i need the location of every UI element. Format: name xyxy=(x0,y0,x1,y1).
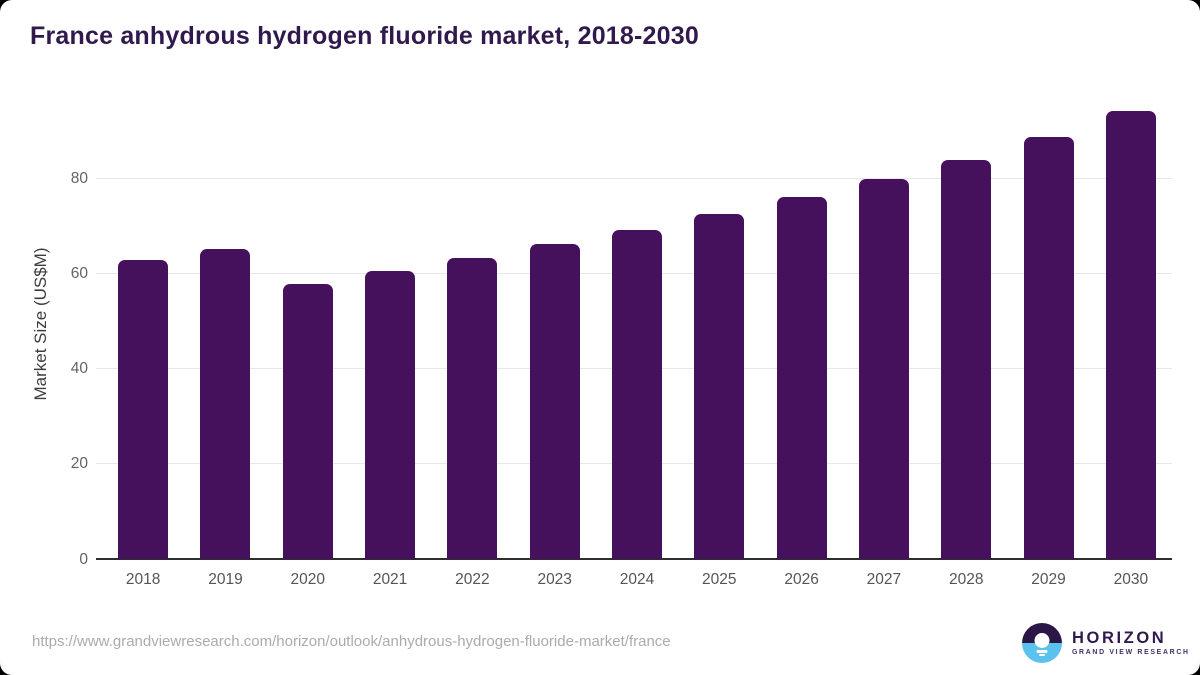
bar-2020[interactable] xyxy=(282,284,333,559)
x-tick-2019: 2019 xyxy=(208,571,243,588)
bar-2027[interactable] xyxy=(858,178,909,559)
bar-2019[interactable] xyxy=(200,248,251,559)
y-tick-40: 40 xyxy=(70,360,88,378)
x-tick-2023: 2023 xyxy=(537,571,572,588)
x-tick-2018: 2018 xyxy=(125,571,161,588)
horizon-logo: HORIZON GRAND VIEW RESEARCH xyxy=(1022,623,1190,663)
plot-area: 0 20 40 60 80 2018 2019 2020 2021 2022 2023 2024 202… xyxy=(71,90,1172,587)
chart-title: France anhydrous hydrogen fluoride marke… xyxy=(30,22,699,50)
bar-2025[interactable] xyxy=(694,214,745,559)
source-url: https://www.grandviewresearch.com/horizo… xyxy=(32,633,671,650)
bar-2023[interactable] xyxy=(529,244,580,559)
x-tick-2029: 2029 xyxy=(1031,571,1066,588)
x-tick-2025: 2025 xyxy=(702,571,737,588)
bar-2021[interactable] xyxy=(365,270,416,559)
x-tick-2022: 2022 xyxy=(455,571,490,588)
bar-2028[interactable] xyxy=(941,159,992,559)
y-tick-20: 20 xyxy=(70,455,88,473)
logo-text: HORIZON GRAND VIEW RESEARCH xyxy=(1072,629,1190,657)
reflection-line-1 xyxy=(1036,650,1048,653)
x-tick-2024: 2024 xyxy=(619,571,655,588)
logo-brand: HORIZON xyxy=(1072,628,1167,647)
x-tick-2028: 2028 xyxy=(948,571,984,588)
y-axis-title: Market Size (US$M) xyxy=(31,247,50,401)
x-tick-2027: 2027 xyxy=(866,571,902,588)
bar-2018[interactable] xyxy=(118,259,169,559)
x-tick-2021: 2021 xyxy=(372,571,408,588)
bar-2026[interactable] xyxy=(776,197,827,559)
x-tick-2020: 2020 xyxy=(290,571,326,588)
x-tick-2026: 2026 xyxy=(784,571,819,588)
bar-2029[interactable] xyxy=(1023,137,1074,559)
sun-shape xyxy=(1034,633,1050,648)
logo-tagline: GRAND VIEW RESEARCH xyxy=(1072,649,1190,657)
y-tick-60: 60 xyxy=(70,265,88,283)
horizon-sunset-icon xyxy=(1022,623,1062,663)
y-tick-80: 80 xyxy=(70,170,88,188)
bar-2024[interactable] xyxy=(612,229,662,559)
x-tick-2030: 2030 xyxy=(1113,571,1149,588)
bar-2022[interactable] xyxy=(447,257,498,559)
bar-2030[interactable] xyxy=(1105,110,1156,559)
reflection-line-2 xyxy=(1039,654,1045,656)
y-tick-0: 0 xyxy=(79,550,88,568)
x-axis-line xyxy=(96,558,1172,560)
gridline-80 xyxy=(96,177,1172,179)
